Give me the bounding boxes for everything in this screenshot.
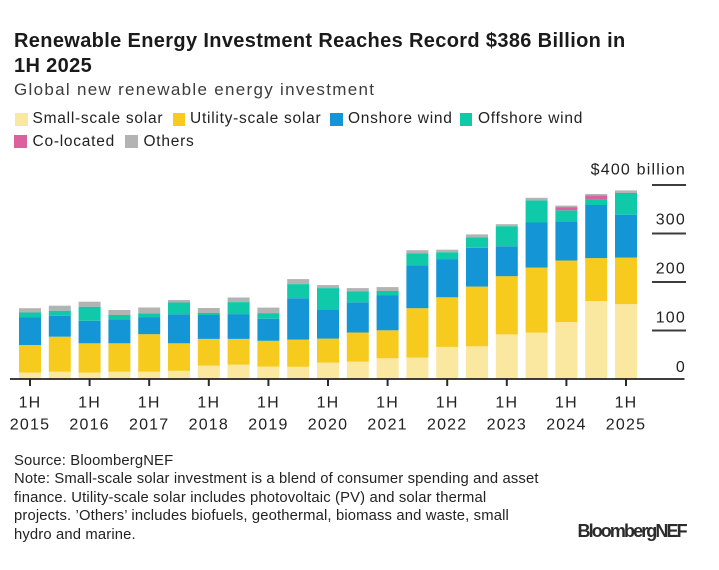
svg-text:1H: 1H: [19, 395, 42, 412]
svg-text:2016: 2016: [69, 417, 109, 434]
svg-text:1H: 1H: [138, 395, 161, 412]
svg-text:1H: 1H: [555, 395, 578, 412]
svg-text:1H: 1H: [495, 395, 518, 412]
svg-text:200: 200: [656, 261, 686, 278]
svg-text:1H: 1H: [317, 395, 340, 412]
svg-text:$400 billion: $400 billion: [591, 162, 686, 179]
svg-text:2025: 2025: [606, 417, 646, 434]
svg-text:2022: 2022: [427, 417, 467, 434]
svg-text:1H: 1H: [257, 395, 280, 412]
svg-text:1H: 1H: [615, 395, 638, 412]
svg-text:100: 100: [656, 310, 686, 327]
svg-text:2019: 2019: [248, 417, 288, 434]
svg-text:0: 0: [676, 359, 686, 376]
svg-text:1H: 1H: [197, 395, 220, 412]
svg-text:1H: 1H: [376, 395, 399, 412]
svg-text:2018: 2018: [189, 417, 229, 434]
svg-text:2023: 2023: [487, 417, 527, 434]
svg-text:300: 300: [656, 211, 686, 228]
svg-text:2015: 2015: [10, 417, 50, 434]
svg-text:1H: 1H: [436, 395, 459, 412]
svg-text:2024: 2024: [546, 417, 586, 434]
svg-text:2021: 2021: [367, 417, 407, 434]
svg-text:1H: 1H: [78, 395, 101, 412]
svg-text:2020: 2020: [308, 417, 348, 434]
svg-text:2017: 2017: [129, 417, 169, 434]
